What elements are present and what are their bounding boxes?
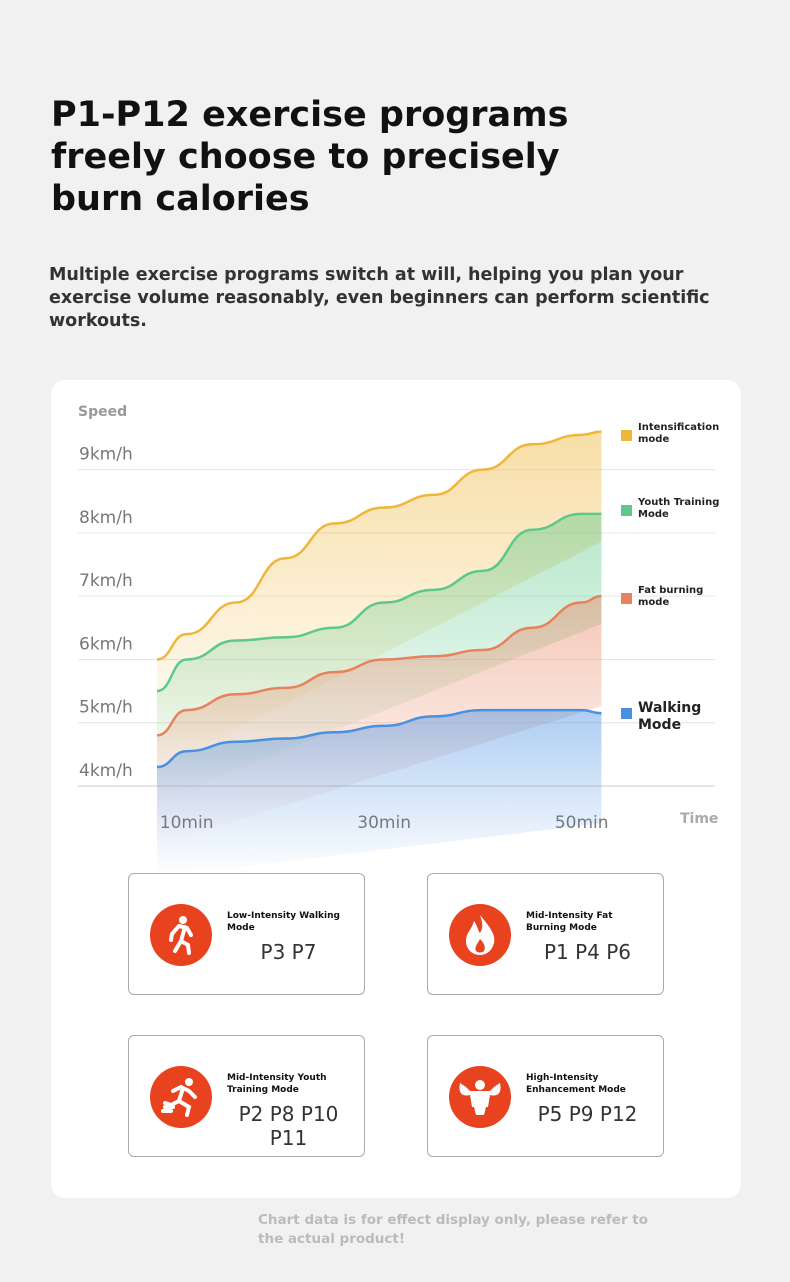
mode-title: High-Intensity Enhancement Mode — [526, 1073, 626, 1095]
mode-icon — [449, 1066, 511, 1128]
legend-swatch — [621, 708, 632, 719]
y-tick-label: 5km/h — [79, 698, 133, 718]
y-tick-label: 8km/h — [79, 508, 133, 528]
y-axis-label: Speed — [78, 404, 127, 420]
legend-label: Intensification mode — [638, 422, 720, 445]
mode-programs: P5 P9 P12 — [537, 1102, 638, 1126]
y-tick-label: 6km/h — [79, 634, 133, 654]
y-tick-label: 4km/h — [79, 761, 133, 781]
line — [156, 594, 602, 737]
legend-swatch — [621, 593, 632, 604]
legend-swatch — [621, 430, 632, 441]
mode-title: Low-Intensity Walking Mode — [227, 911, 340, 933]
mode-programs: P3 P7 — [260, 940, 317, 964]
subtitle: Multiple exercise programs switch at wil… — [49, 265, 710, 331]
mode-card: High-Intensity Enhancement Mode P5 P9 P12 — [427, 1035, 664, 1157]
mode-card: Low-Intensity Walking Mode P3 P7 — [128, 873, 365, 995]
line — [156, 708, 602, 769]
mode-card: Mid-Intensity Youth Training Mode P2 P8 P… — [128, 1035, 365, 1157]
footnote: Chart data is for effect display only, p… — [258, 1212, 649, 1247]
line — [156, 430, 602, 661]
legend-label: Youth Training Mode — [638, 497, 720, 520]
mode-title: Mid-Intensity Youth Training Mode — [227, 1073, 327, 1095]
area — [157, 710, 602, 878]
title: P1-P12 exercise programs freely choose t… — [51, 95, 569, 219]
y-tick-label: 7km/h — [79, 571, 133, 591]
mode-icon — [150, 1066, 212, 1128]
legend-label: Fat burning mode — [638, 585, 704, 608]
mode-programs: P2 P8 P10 P11 — [238, 1102, 339, 1150]
x-axis-label: Time — [680, 811, 718, 827]
mode-icon — [449, 904, 511, 966]
line — [156, 512, 602, 693]
mode-card: Mid-Intensity Fat Burning Mode P1 P4 P6 — [427, 873, 664, 995]
y-tick-label: 9km/h — [79, 445, 133, 465]
mode-title: Mid-Intensity Fat Burning Mode — [526, 911, 613, 933]
chart: Speed Time 4km/h 5km/h 6km/h 7km/h 8km/h 9km/… — [78, 404, 718, 878]
legend-label: Walking Mode — [638, 700, 702, 733]
legend-swatch — [621, 505, 632, 516]
mode-icon — [150, 904, 212, 966]
mode-programs: P1 P4 P6 — [543, 940, 632, 964]
